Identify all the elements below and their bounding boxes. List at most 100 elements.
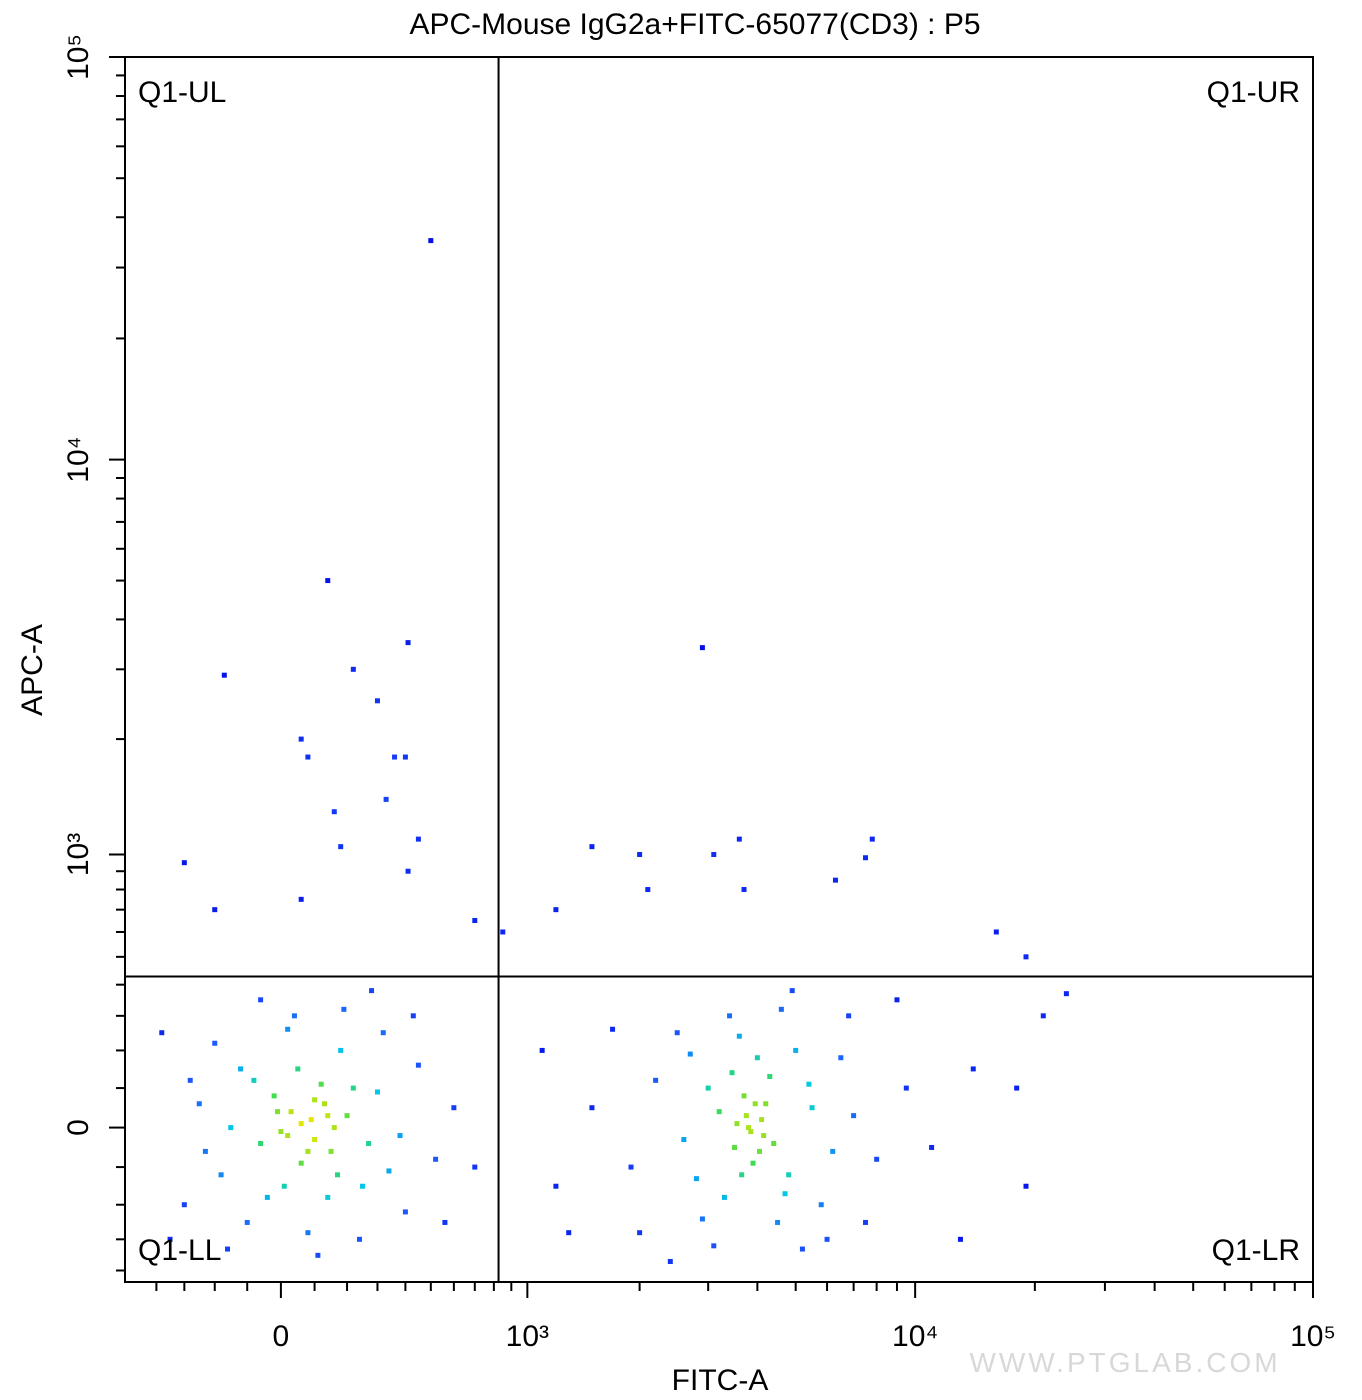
data-point bbox=[874, 1156, 880, 1162]
data-point bbox=[699, 1216, 705, 1222]
data-point bbox=[472, 1164, 478, 1170]
data-point bbox=[305, 1230, 311, 1236]
plot-frame bbox=[124, 56, 1314, 1283]
data-point bbox=[610, 1026, 616, 1032]
data-point bbox=[331, 809, 337, 815]
data-point bbox=[756, 1148, 762, 1154]
data-point bbox=[338, 844, 344, 850]
data-point bbox=[754, 1055, 760, 1061]
watermark: WWW.PTGLAB.COM bbox=[969, 1347, 1280, 1378]
data-point bbox=[818, 1202, 824, 1208]
data-point bbox=[759, 1117, 765, 1123]
data-point bbox=[566, 1230, 572, 1236]
data-point bbox=[225, 1246, 231, 1252]
data-point bbox=[305, 1148, 311, 1154]
data-point bbox=[809, 1105, 815, 1111]
data-point bbox=[851, 1113, 857, 1119]
data-point bbox=[271, 1093, 277, 1099]
data-point bbox=[500, 929, 506, 935]
data-point bbox=[687, 1051, 693, 1057]
data-point bbox=[221, 672, 227, 678]
data-point bbox=[202, 1148, 208, 1154]
data-point bbox=[732, 1144, 738, 1150]
data-point bbox=[159, 1030, 165, 1036]
data-point bbox=[681, 1137, 687, 1143]
data-point bbox=[775, 1219, 781, 1225]
data-point bbox=[298, 1121, 304, 1127]
data-point bbox=[410, 1013, 416, 1019]
data-point bbox=[894, 997, 900, 1003]
data-point bbox=[637, 852, 643, 858]
data-point bbox=[957, 1236, 963, 1242]
data-point bbox=[929, 1144, 935, 1150]
data-point bbox=[767, 1074, 773, 1080]
data-point bbox=[196, 1101, 202, 1107]
data-point bbox=[386, 1168, 392, 1174]
data-point bbox=[451, 1105, 457, 1111]
data-point bbox=[212, 1040, 218, 1046]
data-point bbox=[763, 1101, 769, 1107]
data-point bbox=[405, 640, 411, 646]
data-point bbox=[761, 1133, 767, 1139]
data-point bbox=[589, 1105, 595, 1111]
data-point bbox=[288, 1109, 294, 1115]
data-point bbox=[736, 1033, 742, 1039]
data-point bbox=[806, 1081, 812, 1087]
data-point bbox=[693, 1176, 699, 1182]
data-point bbox=[321, 1101, 327, 1107]
data-point bbox=[344, 1113, 350, 1119]
data-point bbox=[667, 1258, 673, 1264]
data-point bbox=[318, 1081, 324, 1087]
data-point bbox=[369, 988, 375, 994]
data-point bbox=[799, 1246, 805, 1252]
data-point bbox=[374, 698, 380, 704]
data-point bbox=[721, 1194, 727, 1200]
data-point bbox=[312, 1097, 318, 1103]
data-point bbox=[637, 1230, 643, 1236]
data-point bbox=[433, 1156, 439, 1162]
x-tick-label: 10³ bbox=[506, 1320, 549, 1353]
data-point bbox=[278, 1129, 284, 1135]
data-point bbox=[1023, 954, 1029, 960]
data-point bbox=[341, 1006, 347, 1012]
data-point bbox=[350, 1085, 356, 1091]
data-point bbox=[863, 855, 869, 861]
data-point bbox=[167, 1236, 173, 1242]
data-point bbox=[428, 238, 434, 244]
data-point bbox=[244, 1219, 250, 1225]
data-point bbox=[442, 1219, 448, 1225]
data-point bbox=[1040, 1013, 1046, 1019]
data-point bbox=[750, 1160, 756, 1166]
data-point bbox=[285, 1026, 291, 1032]
data-point bbox=[325, 1194, 331, 1200]
data-point bbox=[786, 1172, 792, 1178]
data-point bbox=[291, 1013, 297, 1019]
data-point bbox=[711, 852, 717, 858]
data-point bbox=[328, 1148, 334, 1154]
data-point bbox=[181, 860, 187, 866]
data-point bbox=[752, 1101, 758, 1107]
data-point bbox=[729, 1070, 735, 1076]
data-point bbox=[970, 1066, 976, 1072]
data-point bbox=[741, 887, 747, 893]
data-point bbox=[350, 666, 356, 672]
data-point bbox=[383, 796, 389, 802]
data-point bbox=[275, 1109, 281, 1115]
data-point bbox=[539, 1047, 545, 1053]
data-point bbox=[553, 1183, 559, 1189]
data-point bbox=[736, 836, 742, 842]
data-point bbox=[734, 1121, 740, 1127]
data-point bbox=[838, 1055, 844, 1061]
data-point bbox=[653, 1077, 659, 1083]
data-point bbox=[832, 877, 838, 883]
data-point bbox=[402, 1209, 408, 1215]
data-point bbox=[415, 836, 421, 842]
data-point bbox=[674, 1030, 680, 1036]
data-point bbox=[356, 1236, 362, 1242]
data-point bbox=[741, 1093, 747, 1099]
data-point bbox=[782, 1191, 788, 1197]
data-point bbox=[338, 1047, 344, 1053]
x-tick-label: 10⁵ bbox=[1290, 1320, 1336, 1353]
data-point bbox=[315, 1252, 321, 1258]
